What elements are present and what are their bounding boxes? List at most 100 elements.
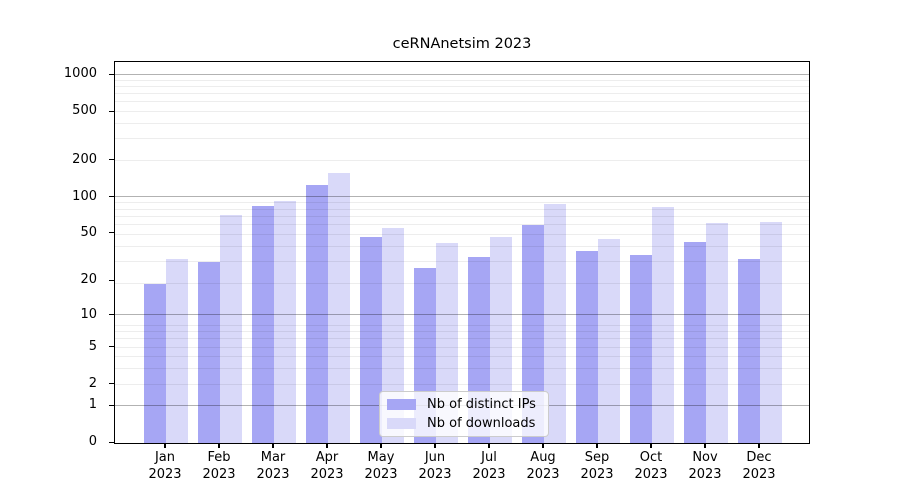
- gridline-minor: [115, 111, 809, 113]
- bar-distinct-ips-feb: [198, 261, 220, 443]
- x-tick-label: Dec 2023: [742, 450, 776, 482]
- y-tick-mark: [109, 313, 114, 316]
- y-tick-mark: [109, 232, 114, 234]
- y-tick-mark: [109, 441, 114, 443]
- gridline-minor: [115, 123, 809, 125]
- gridline-minor: [115, 368, 809, 370]
- legend-label: Nb of distinct IPs: [427, 397, 536, 412]
- grid-layer: [115, 62, 809, 443]
- gridline-minor: [115, 138, 809, 140]
- bar-downloads-apr: [328, 173, 350, 443]
- x-tick-label: Apr 2023: [310, 450, 344, 482]
- bar-downloads-nov: [706, 223, 728, 443]
- x-tick-mark: [326, 443, 328, 448]
- bar-downloads-dec: [760, 222, 782, 443]
- y-tick-mark: [109, 159, 114, 161]
- x-tick-mark: [218, 443, 220, 448]
- y-tick-label: 500: [72, 103, 97, 119]
- gridline-minor: [115, 282, 809, 284]
- x-tick-label: May 2023: [364, 450, 398, 482]
- x-tick-label: Nov 2023: [688, 450, 722, 482]
- y-tick-mark: [109, 346, 114, 348]
- y-tick-label: 0: [88, 434, 97, 450]
- x-tick-mark: [164, 443, 166, 448]
- gridline-minor: [115, 93, 809, 95]
- bar-distinct-ips-jan: [144, 283, 166, 443]
- gridline-minor: [115, 86, 809, 88]
- gridline-minor: [115, 202, 809, 204]
- gridline-minor: [115, 101, 809, 103]
- bar-distinct-ips-may: [360, 236, 382, 443]
- gridline-minor: [115, 383, 809, 385]
- y-tick-label: 10: [80, 306, 97, 322]
- y-tick-label: 2: [88, 375, 97, 391]
- x-tick-mark: [542, 443, 544, 448]
- bar-distinct-ips-sep: [576, 250, 598, 443]
- gridline-minor: [115, 233, 809, 235]
- x-tick-label: Feb 2023: [202, 450, 236, 482]
- bar-downloads-feb: [220, 214, 242, 443]
- x-tick-label: Oct 2023: [634, 450, 668, 482]
- x-tick-mark: [380, 443, 382, 448]
- gridline-major: [115, 74, 809, 76]
- gridline-minor: [115, 325, 809, 327]
- distinct-ips-swatch-icon: [387, 399, 416, 410]
- plot-area: [114, 61, 810, 444]
- gridline-minor: [115, 245, 809, 247]
- gridline-minor: [115, 159, 809, 161]
- y-tick-label: 100: [72, 188, 97, 204]
- gridline-major: [115, 314, 809, 316]
- chart-title: ceRNAnetsim 2023: [392, 36, 532, 52]
- legend-label: Nb of downloads: [427, 416, 536, 431]
- bar-distinct-ips-dec: [738, 258, 760, 443]
- y-tick-mark: [109, 195, 114, 198]
- y-tick-mark: [109, 110, 114, 112]
- legend-item-distinct-ips: Nb of distinct IPs: [387, 397, 536, 412]
- x-tick-mark: [272, 443, 274, 448]
- y-tick-mark: [109, 73, 114, 75]
- y-tick-label: 200: [72, 151, 97, 167]
- bar-downloads-oct: [652, 206, 674, 443]
- bar-downloads-may: [382, 227, 404, 443]
- gridline-minor: [115, 224, 809, 226]
- bar-distinct-ips-aug: [522, 225, 544, 443]
- bar-distinct-ips-oct: [630, 255, 652, 443]
- y-tick-label: 50: [80, 224, 97, 240]
- x-tick-mark: [434, 443, 436, 448]
- x-tick-mark: [704, 443, 706, 448]
- y-tick-label: 1: [88, 397, 97, 413]
- legend-item-downloads: Nb of downloads: [387, 416, 536, 431]
- x-tick-label: Jul 2023: [472, 450, 506, 482]
- x-tick-label: Jan 2023: [148, 450, 182, 482]
- bar-downloads-jan: [166, 258, 188, 443]
- gridline-minor: [115, 346, 809, 348]
- bar-downloads-sep: [598, 239, 620, 443]
- gridline-minor: [115, 79, 809, 81]
- x-tick-label: Mar 2023: [256, 450, 290, 482]
- bar-distinct-ips-apr: [306, 184, 328, 443]
- gridline-minor: [115, 356, 809, 358]
- y-tick-mark: [109, 279, 114, 281]
- gridline-minor: [115, 338, 809, 340]
- y-tick-label: 20: [80, 272, 97, 288]
- gridline-minor: [115, 331, 809, 333]
- gridline-minor: [115, 260, 809, 262]
- x-tick-mark: [650, 443, 652, 448]
- y-tick-label: 1000: [63, 66, 97, 82]
- gridline-major: [115, 196, 809, 198]
- y-tick-mark: [109, 383, 114, 385]
- bar-downloads-aug: [544, 204, 566, 443]
- gridline-minor: [115, 215, 809, 217]
- bar-distinct-ips-mar: [252, 205, 274, 443]
- x-tick-label: Jun 2023: [418, 450, 452, 482]
- bar-downloads-mar: [274, 200, 296, 443]
- downloads-swatch-icon: [387, 418, 416, 429]
- y-tick-mark: [109, 404, 114, 406]
- bar-distinct-ips-nov: [684, 241, 706, 443]
- x-tick-label: Aug 2023: [526, 450, 560, 482]
- x-tick-mark: [488, 443, 490, 448]
- y-tick-label: 5: [88, 338, 97, 354]
- legend: Nb of distinct IPs Nb of downloads: [379, 391, 549, 437]
- x-tick-mark: [758, 443, 760, 448]
